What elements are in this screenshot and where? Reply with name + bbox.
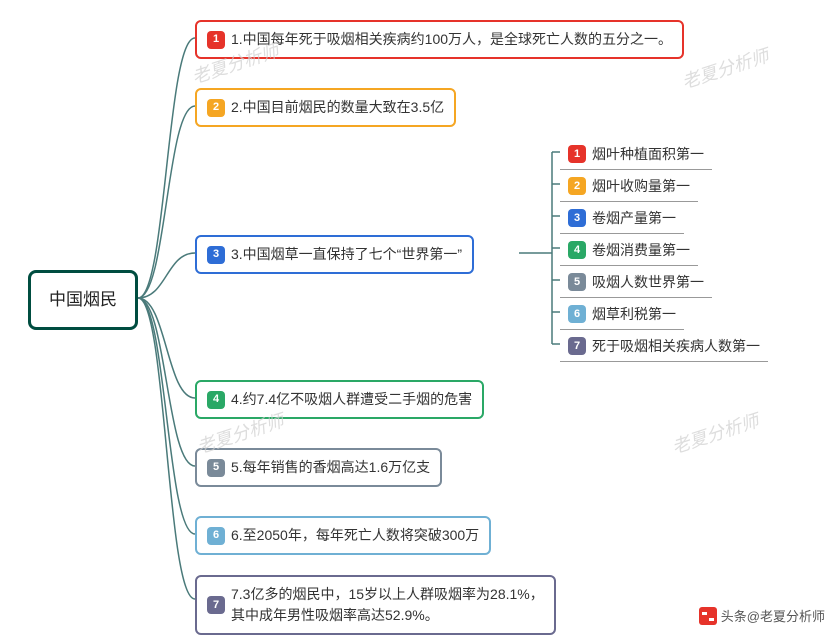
- toutiao-icon: [699, 607, 717, 625]
- child-node-1: 1 1.中国每年死于吸烟相关疾病约100万人，是全球死亡人数的五分之一。: [195, 20, 684, 59]
- child-badge: 1: [207, 31, 225, 49]
- child-node-3: 3 3.中国烟草一直保持了七个“世界第一”: [195, 235, 474, 274]
- leaf-node-4: 4 卷烟消费量第一: [560, 234, 698, 266]
- root-node: 中国烟民: [28, 270, 138, 330]
- child-text: 5.每年销售的香烟高达1.6万亿支: [231, 457, 430, 478]
- child-badge: 6: [207, 527, 225, 545]
- leaf-node-5: 5 吸烟人数世界第一: [560, 266, 712, 298]
- child-node-2: 2 2.中国目前烟民的数量大致在3.5亿: [195, 88, 456, 127]
- root-label: 中国烟民: [49, 287, 117, 313]
- leaf-badge: 6: [568, 305, 586, 323]
- leaf-node-2: 2 烟叶收购量第一: [560, 170, 698, 202]
- leaf-text: 卷烟产量第一: [592, 208, 676, 228]
- child-text: 3.中国烟草一直保持了七个“世界第一”: [231, 244, 462, 265]
- child-node-7: 7 7.3亿多的烟民中，15岁以上人群吸烟率为28.1%， 其中成年男性吸烟率高达…: [195, 575, 556, 635]
- leaf-node-7: 7 死于吸烟相关疾病人数第一: [560, 330, 768, 362]
- watermark: 老夏分析师: [678, 42, 772, 95]
- child-badge: 2: [207, 99, 225, 117]
- child-node-5: 5 5.每年销售的香烟高达1.6万亿支: [195, 448, 442, 487]
- child-badge: 7: [207, 596, 225, 614]
- leaf-node-1: 1 烟叶种植面积第一: [560, 138, 712, 170]
- child-text: 6.至2050年，每年死亡人数将突破300万: [231, 525, 479, 546]
- child-badge: 5: [207, 459, 225, 477]
- leaf-badge: 5: [568, 273, 586, 291]
- child-node-6: 6 6.至2050年，每年死亡人数将突破300万: [195, 516, 491, 555]
- mindmap-canvas: 中国烟民 1 1.中国每年死于吸烟相关疾病约100万人，是全球死亡人数的五分之一。…: [0, 0, 837, 633]
- leaf-text: 吸烟人数世界第一: [592, 272, 704, 292]
- leaf-node-6: 6 烟草利税第一: [560, 298, 684, 330]
- child-text: 1.中国每年死于吸烟相关疾病约100万人，是全球死亡人数的五分之一。: [231, 29, 672, 50]
- leaf-badge: 1: [568, 145, 586, 163]
- leaf-node-3: 3 卷烟产量第一: [560, 202, 684, 234]
- attribution-text: 头条@老夏分析师: [721, 606, 825, 625]
- leaf-text: 死于吸烟相关疾病人数第一: [592, 336, 760, 356]
- child-text: 2.中国目前烟民的数量大致在3.5亿: [231, 97, 444, 118]
- child-badge: 3: [207, 246, 225, 264]
- attribution: 头条@老夏分析师: [699, 606, 825, 625]
- leaf-badge: 4: [568, 241, 586, 259]
- child-text: 7.3亿多的烟民中，15岁以上人群吸烟率为28.1%， 其中成年男性吸烟率高达5…: [231, 584, 544, 626]
- leaf-badge: 2: [568, 177, 586, 195]
- leaf-badge: 3: [568, 209, 586, 227]
- leaf-badge: 7: [568, 337, 586, 355]
- child-badge: 4: [207, 391, 225, 409]
- child-text: 4.约7.4亿不吸烟人群遭受二手烟的危害: [231, 389, 472, 410]
- leaf-text: 烟叶种植面积第一: [592, 144, 704, 164]
- leaf-text: 卷烟消费量第一: [592, 240, 690, 260]
- child-node-4: 4 4.约7.4亿不吸烟人群遭受二手烟的危害: [195, 380, 484, 419]
- watermark: 老夏分析师: [668, 407, 762, 460]
- leaf-text: 烟叶收购量第一: [592, 176, 690, 196]
- leaf-text: 烟草利税第一: [592, 304, 676, 324]
